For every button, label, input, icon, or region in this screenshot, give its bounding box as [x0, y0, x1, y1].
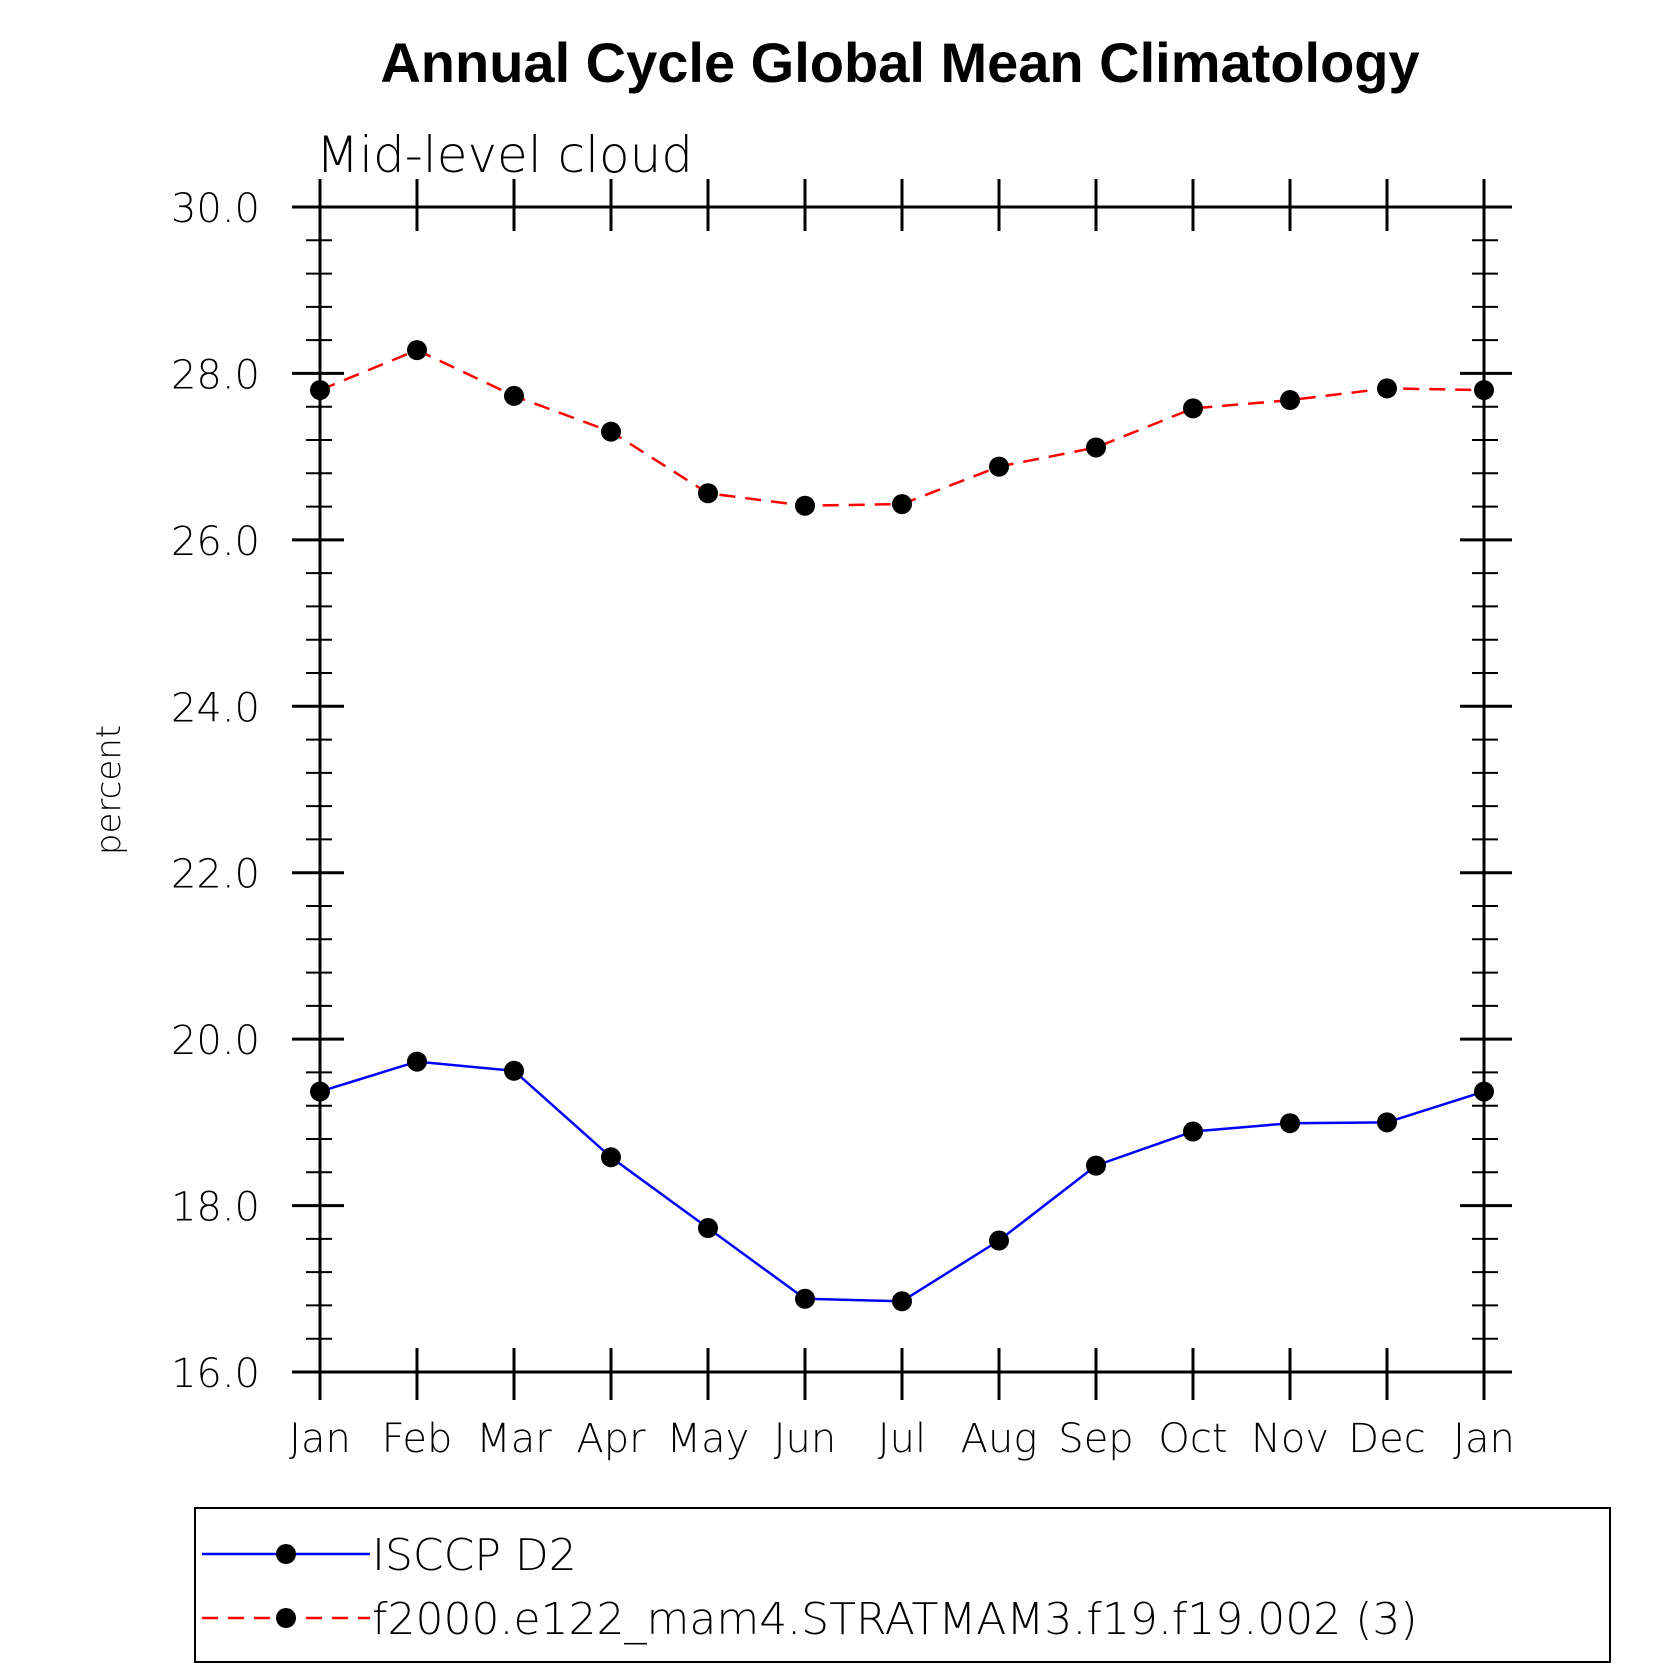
x-tick-label: Feb	[382, 1416, 453, 1462]
y-tick-label: 20.0	[171, 1018, 260, 1064]
series-point-1	[892, 494, 912, 515]
series-point-0	[1280, 1113, 1300, 1134]
series-point-1	[601, 421, 621, 442]
series-point-0	[1183, 1121, 1203, 1142]
x-tick-label: Sep	[1058, 1416, 1133, 1462]
series-point-1	[504, 385, 524, 406]
series-line-1	[319, 348, 1485, 507]
series-point-1	[407, 340, 427, 361]
y-tick-label: 22.0	[171, 852, 260, 898]
y-axis-label: percent	[89, 725, 129, 855]
series-point-0	[601, 1147, 621, 1168]
legend: ISCCP D2 f2000.e122_mam4.STRATMAM3.f19.f…	[194, 1507, 1611, 1663]
series-point-1	[1280, 390, 1300, 411]
series-point-1	[795, 495, 815, 516]
series-line-0	[319, 1060, 1485, 1303]
legend-label-isccp: ISCCP D2	[372, 1530, 577, 1581]
series-point-1	[1377, 378, 1397, 399]
series-point-0	[407, 1051, 427, 1072]
x-tick-label: Oct	[1158, 1416, 1227, 1462]
x-tick-label: Dec	[1348, 1416, 1425, 1462]
chart-title: Annual Cycle Global Mean Climatology	[380, 31, 1419, 94]
series-point-0	[698, 1218, 718, 1239]
legend-box	[194, 1507, 1611, 1663]
legend-marker-model	[276, 1608, 296, 1628]
series-point-0	[1086, 1155, 1106, 1176]
series-point-0	[504, 1060, 524, 1081]
y-tick-label: 18.0	[171, 1185, 260, 1231]
x-tick-label: Jan	[289, 1416, 351, 1462]
series-point-1	[989, 456, 1009, 477]
y-tick-label: 28.0	[171, 352, 260, 398]
y-tick-label: 30.0	[171, 186, 260, 232]
series-point-0	[892, 1291, 912, 1312]
x-tick-label: Jul	[878, 1416, 926, 1462]
legend-marker-isccp	[276, 1544, 296, 1564]
plot-frame	[318, 205, 1486, 1374]
legend-label-model: f2000.e122_mam4.STRATMAM3.f19.f19.002 (3…	[372, 1594, 1418, 1645]
y-tick-label: 26.0	[171, 519, 260, 565]
series-point-1	[1183, 398, 1203, 419]
series-point-1	[698, 483, 718, 504]
axis-ticks	[292, 179, 1512, 1400]
chart-subtitle: Mid-level cloud	[316, 126, 693, 184]
series-layer	[310, 340, 1494, 1312]
series-point-0	[795, 1288, 815, 1309]
x-tick-label: Apr	[576, 1416, 646, 1462]
x-tick-label: Aug	[961, 1416, 1038, 1462]
x-tick-label: Mar	[476, 1416, 552, 1462]
series-point-1	[1474, 380, 1494, 401]
x-tick-label: Nov	[1251, 1416, 1329, 1462]
y-tick-label: 16.0	[171, 1351, 260, 1397]
series-point-0	[1474, 1081, 1494, 1102]
x-tick-label: Jun	[774, 1416, 837, 1462]
series-point-0	[989, 1230, 1009, 1251]
x-tick-label: Jan	[1453, 1416, 1515, 1462]
x-tick-label: May	[667, 1416, 750, 1462]
series-point-1	[310, 380, 330, 401]
series-point-0	[310, 1081, 330, 1102]
series-point-0	[1377, 1112, 1397, 1133]
series-point-1	[1086, 437, 1106, 458]
axis-tick-labels: Jan Feb Mar Apr May Jun Jul Aug Sep Oct Nov Dec Jan 1…	[171, 186, 1515, 1462]
y-tick-label: 24.0	[171, 685, 260, 731]
